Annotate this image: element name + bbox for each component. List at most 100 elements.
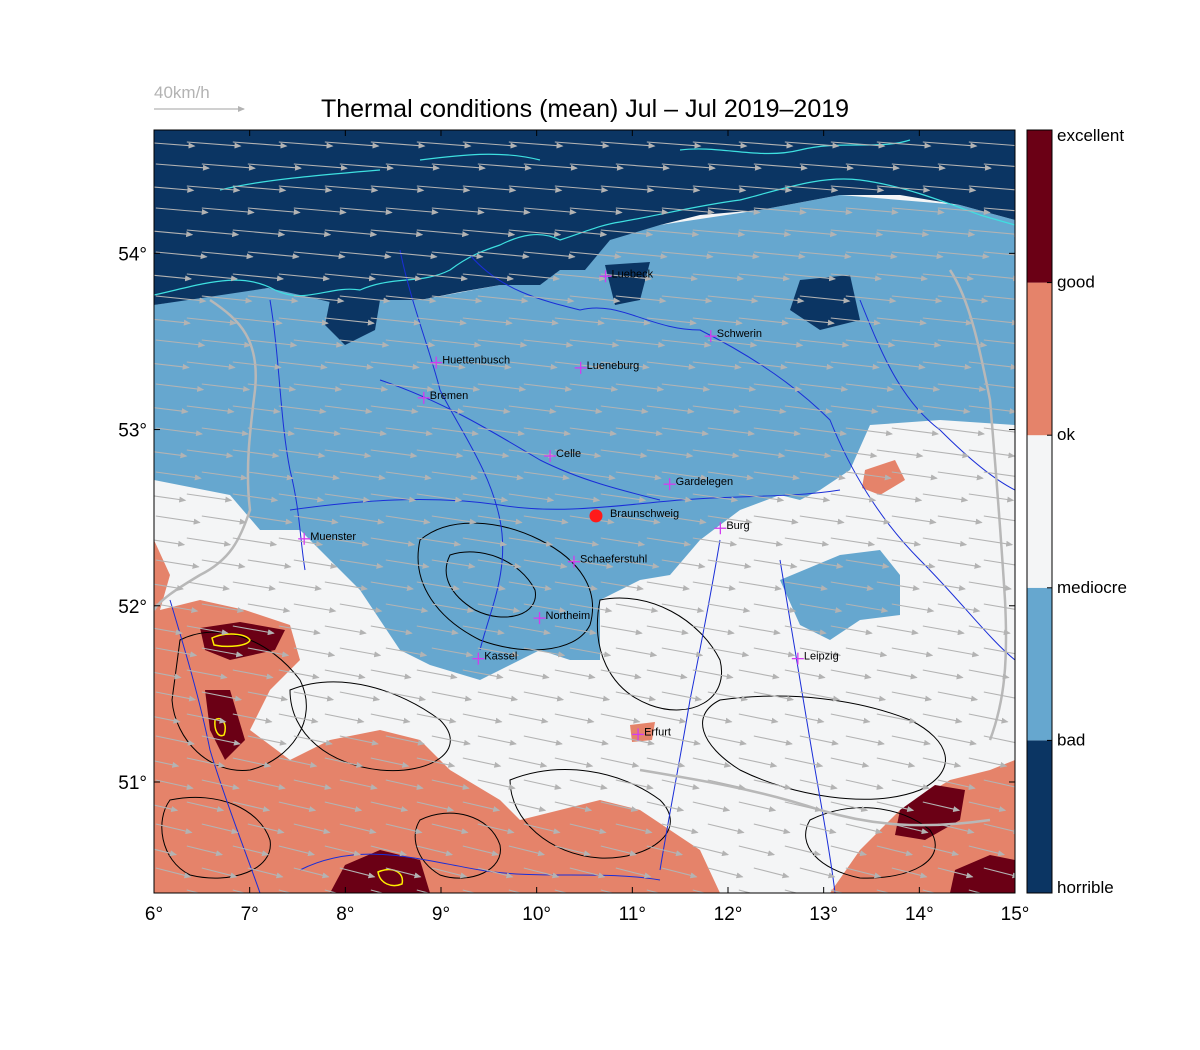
wind-arrow	[784, 361, 834, 370]
wind-arrow	[431, 515, 477, 525]
wind-arrow	[830, 141, 886, 149]
terrain-contour	[702, 695, 946, 800]
wind-arrow	[155, 295, 207, 304]
wind-arrow	[753, 823, 791, 835]
wind-arrow	[753, 515, 799, 525]
wind-arrow	[830, 581, 874, 591]
wind-arrow	[876, 405, 925, 415]
wind-arrow	[431, 867, 468, 879]
wind-arrow	[232, 889, 247, 893]
wind-arrow	[600, 669, 642, 680]
wind-arrow	[845, 427, 893, 437]
wind-arrow	[431, 779, 470, 790]
wind-arrow	[201, 163, 256, 171]
terrain-contour	[509, 769, 671, 859]
wind-arrow	[554, 757, 594, 768]
wind-arrow	[615, 559, 660, 569]
wind-arrow	[876, 669, 918, 680]
wind-arrow	[707, 383, 757, 392]
wind-arrow	[201, 823, 239, 835]
wind-arrow	[370, 493, 417, 503]
wind-arrow	[186, 185, 241, 193]
wind-arrow	[845, 163, 900, 171]
wind-arrow	[247, 823, 285, 835]
wind-arrow	[201, 339, 252, 348]
wind-arrow	[293, 823, 331, 835]
wind-arrow	[554, 537, 600, 547]
wind-arrow	[278, 625, 321, 636]
wind-arrow	[554, 801, 593, 812]
wind-arrow	[293, 339, 344, 348]
wind-arrow	[692, 757, 732, 768]
wind-arrow	[799, 427, 847, 437]
wind-arrow	[983, 559, 1015, 566]
wind-arrow	[937, 251, 990, 260]
wind-arrow	[600, 493, 647, 503]
wind-arrow	[891, 867, 928, 879]
wind-arrow	[554, 669, 596, 680]
wind-arrow	[201, 603, 245, 614]
city-label: Leipzig	[804, 651, 839, 663]
wind-arrow	[738, 713, 779, 724]
wind-arrow	[201, 867, 238, 879]
wind-arrow	[937, 779, 976, 790]
wind-arrow	[477, 735, 517, 746]
wind-arrow	[968, 581, 1012, 591]
wind-arrow	[370, 757, 410, 768]
wind-arrow	[154, 142, 196, 149]
wind-arrow	[569, 471, 616, 481]
wind-arrow	[523, 735, 563, 746]
colorbar-segment-mediocre	[1027, 435, 1052, 588]
wind-arrow	[247, 163, 302, 171]
wind-arrow	[830, 493, 877, 503]
wind-arrow	[600, 405, 649, 415]
wind-arrow	[477, 691, 519, 702]
wind-arrow	[753, 207, 807, 215]
wind-arrow	[385, 735, 425, 746]
wind-arrow	[508, 801, 547, 812]
wind-arrow	[431, 647, 474, 658]
wind-arrow	[431, 207, 485, 215]
wind-arrow	[661, 471, 708, 481]
wind-arrow	[845, 251, 898, 260]
wind-arrow	[508, 229, 562, 238]
wind-arrow	[293, 383, 343, 392]
wind-arrow	[324, 757, 364, 768]
city-kassel: Kassel	[472, 651, 517, 665]
terrain-contours	[161, 522, 946, 879]
wind-arrow	[707, 823, 745, 835]
wind-arrow	[983, 207, 1015, 212]
wind-arrow	[477, 427, 525, 437]
wind-arrow	[615, 735, 655, 746]
wind-arrow	[876, 845, 914, 857]
wind-arrow	[186, 669, 228, 680]
wind-arrow	[600, 581, 644, 591]
wind-arrow	[922, 493, 969, 503]
wind-arrow	[738, 185, 793, 193]
wind-arrow	[370, 273, 423, 282]
wind-arrow	[431, 735, 471, 746]
wind-arrow	[247, 867, 284, 879]
wind-arrow	[186, 449, 234, 459]
wind-arrow	[293, 559, 338, 569]
wind-arrow	[385, 251, 438, 260]
wind-arrow	[416, 405, 465, 415]
wind-arrow	[615, 823, 653, 835]
wind-arrow	[784, 757, 824, 768]
wind-arrow	[508, 449, 556, 459]
wind-arrow	[293, 691, 335, 702]
wind-arrow	[661, 735, 701, 746]
wind-arrow	[784, 229, 838, 238]
wind-arrow	[600, 317, 651, 326]
wind-arrow	[937, 559, 982, 569]
city-schwerin: Schwerin	[704, 328, 762, 343]
wind-arrow	[784, 889, 799, 893]
wind-arrow	[707, 339, 758, 348]
wind-arrow	[753, 603, 797, 614]
wind-arrow	[600, 185, 655, 193]
wind-arrow	[554, 185, 609, 193]
region-ok-southwest	[154, 540, 720, 893]
wind-arrow	[523, 867, 560, 879]
wind-arrow	[646, 757, 686, 768]
wind-arrow	[891, 295, 943, 304]
